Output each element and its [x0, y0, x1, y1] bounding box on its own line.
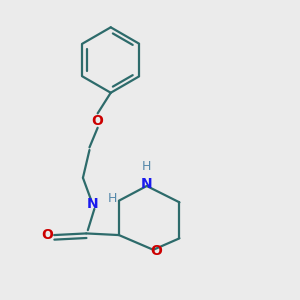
- Text: O: O: [41, 228, 53, 242]
- Text: O: O: [92, 114, 103, 128]
- Text: H: H: [108, 192, 117, 205]
- Text: H: H: [142, 160, 152, 173]
- Text: N: N: [87, 197, 99, 211]
- Text: O: O: [150, 244, 162, 258]
- Text: N: N: [141, 177, 152, 191]
